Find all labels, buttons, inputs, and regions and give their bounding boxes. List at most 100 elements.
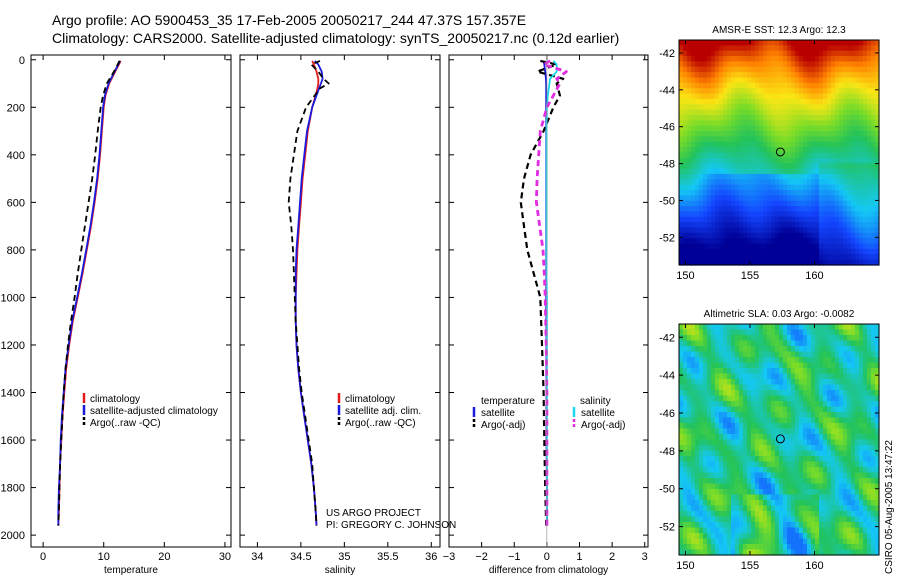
sst-heatmap-cell	[699, 136, 704, 143]
sst-heatmap-cell	[843, 200, 848, 207]
sla-heatmap-cell	[731, 362, 736, 369]
sla-heatmap-cell	[823, 379, 828, 386]
sst-heatmap-cell	[847, 82, 852, 89]
sst-heatmap-cell	[775, 147, 780, 154]
sla-heatmap-cell	[799, 489, 804, 496]
sst-heatmap-cell	[779, 93, 784, 100]
sst-heatmap-cell	[771, 227, 776, 234]
sst-heatmap-cell	[679, 109, 684, 116]
sst-heatmap-cell	[711, 195, 716, 202]
sla-heatmap-cell	[875, 428, 880, 435]
sst-heatmap-cell	[735, 163, 740, 170]
sst-heatmap-cell	[859, 77, 864, 84]
sla-heatmap-cell	[695, 423, 700, 430]
sst-heatmap-cell	[767, 147, 772, 154]
sst-heatmap-cell	[731, 136, 736, 143]
sla-heatmap-cell	[819, 439, 824, 446]
sst-heatmap-cell	[751, 77, 756, 84]
sst-heatmap-cell	[863, 115, 868, 121]
sla-heatmap-cell	[755, 324, 760, 331]
sla-heatmap-cell	[763, 401, 768, 408]
sst-heatmap-cell	[811, 157, 816, 164]
sst-heatmap-cell	[747, 56, 752, 63]
sla-heatmap-cell	[783, 478, 788, 485]
sst-heatmap-cell	[875, 93, 880, 100]
sla-heatmap-cell	[811, 384, 816, 391]
sst-heatmap-cell	[719, 238, 724, 245]
sst-heatmap-cell	[819, 125, 824, 132]
sst-heatmap-cell	[839, 77, 844, 84]
sla-heatmap-cell	[851, 340, 856, 347]
sla-heatmap-cell	[859, 549, 864, 556]
sla-heatmap-cell	[755, 362, 760, 369]
sla-heatmap-cell	[723, 362, 728, 369]
sst-heatmap-cell	[807, 77, 812, 84]
sla-heatmap-cell	[727, 527, 732, 534]
sla-heatmap-cell	[683, 494, 688, 501]
sla-heatmap-cell	[863, 346, 868, 353]
sla-heatmap-cell	[715, 467, 720, 474]
sla-heatmap-cell	[867, 368, 872, 375]
sst-heatmap-cell	[715, 45, 720, 52]
sla-heatmap-cell	[839, 516, 844, 523]
sst-heatmap-cell	[687, 131, 692, 138]
sst-heatmap-cell	[783, 120, 788, 127]
sst-heatmap-cell	[783, 104, 788, 111]
sla-heatmap-cell	[735, 346, 740, 353]
sla-heatmap-cell	[847, 362, 852, 369]
sst-heatmap-cell	[855, 50, 860, 57]
sla-heatmap-cell	[695, 483, 700, 490]
sla-heatmap-cell	[847, 423, 852, 430]
sla-heatmap-cell	[831, 340, 836, 347]
sla-heatmap-cell	[731, 505, 736, 512]
sst-heatmap-cell	[831, 195, 836, 202]
sla-heatmap-cell	[703, 461, 708, 468]
sst-heatmap-cell	[723, 232, 728, 239]
sla-heatmap-cell	[699, 456, 704, 463]
sst-heatmap-cell	[827, 248, 832, 255]
sla-heatmap-cell	[795, 494, 800, 501]
sst-heatmap-cell	[775, 66, 780, 73]
sla-heatmap-cell	[783, 439, 788, 446]
sla-heatmap-cell	[819, 434, 824, 441]
sst-heatmap-cell	[807, 45, 812, 52]
sla-heatmap-cell	[767, 456, 772, 463]
sst-heatmap-cell	[767, 206, 772, 213]
sst-heatmap-cell	[871, 93, 876, 100]
sla-heatmap-cell	[719, 483, 724, 490]
sst-heatmap-cell	[867, 45, 872, 52]
sla-heatmap-cell	[699, 450, 704, 457]
sla-heatmap-cell	[723, 483, 728, 490]
sst-heatmap-cell	[875, 61, 880, 68]
sla-heatmap-cell	[747, 428, 752, 435]
sla-heatmap-cell	[843, 362, 848, 369]
sst-heatmap-cell	[763, 248, 768, 255]
sst-heatmap-cell	[703, 125, 708, 132]
sst-heatmap-cell	[787, 163, 792, 170]
sst-heatmap-cell	[739, 88, 744, 95]
sst-heatmap-cell	[683, 195, 688, 202]
sla-heatmap-cell	[783, 379, 788, 386]
sla-heatmap-cell	[807, 362, 812, 369]
sst-heatmap-cell	[819, 77, 824, 84]
sla-heatmap-cell	[795, 412, 800, 419]
sla-heatmap-cell	[691, 373, 696, 380]
sla-heatmap-cell	[871, 379, 876, 386]
sst-heatmap-cell	[719, 206, 724, 213]
sla-heatmap-cell	[867, 346, 872, 353]
sla-heatmap-cell	[783, 335, 788, 342]
sla-heatmap-cell	[731, 544, 736, 551]
sla-heatmap-cell	[687, 351, 692, 358]
sst-heatmap-cell	[839, 115, 844, 121]
sst-heatmap-cell	[779, 66, 784, 73]
sla-heatmap-cell	[715, 346, 720, 353]
sst-heatmap-cell	[723, 238, 728, 245]
sla-heatmap-cell	[795, 544, 800, 551]
sst-heatmap-cell	[767, 131, 772, 138]
sla-heatmap-cell	[775, 467, 780, 474]
sst-heatmap-cell	[839, 50, 844, 57]
sla-heatmap-cell	[679, 384, 684, 391]
sla-heatmap-cell	[867, 362, 872, 369]
sst-heatmap-cell	[739, 259, 744, 266]
sla-heatmap-cell	[867, 494, 872, 501]
